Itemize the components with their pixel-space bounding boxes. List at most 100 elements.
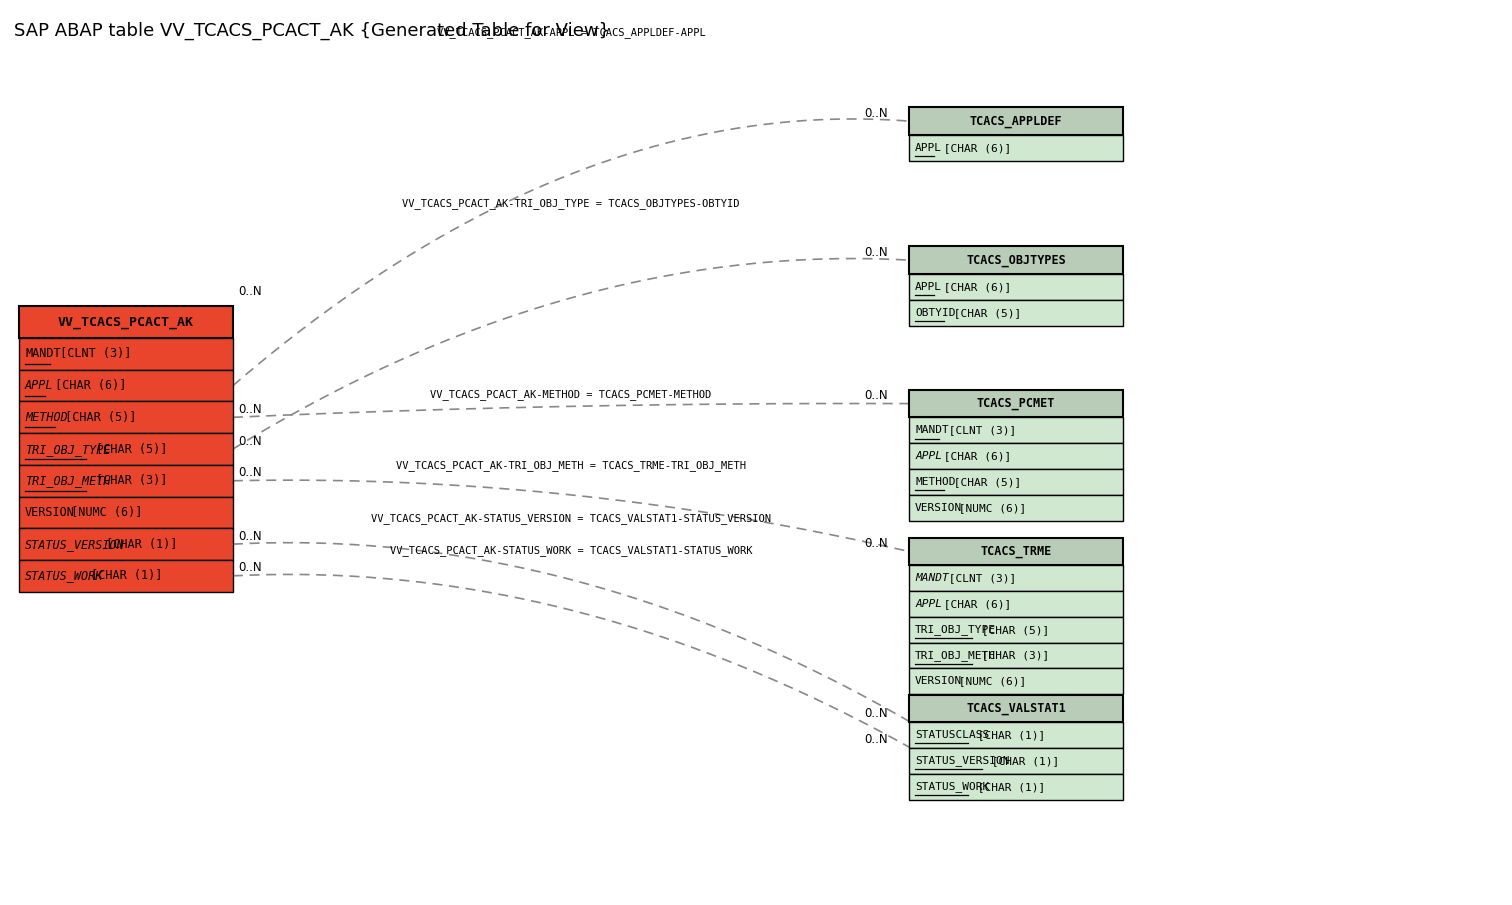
Text: [CHAR (5)]: [CHAR (5)] [59,411,138,424]
Text: 0..N: 0..N [237,403,262,416]
Bar [909,469,1123,495]
Bar [909,617,1123,643]
Text: OBTYID: OBTYID [915,308,956,318]
Text: APPL: APPL [26,379,53,392]
Bar [20,497,233,529]
Text: VV_TCACS_PCACT_AK-STATUS_VERSION = TCACS_VALSTAT1-STATUS_VERSION: VV_TCACS_PCACT_AK-STATUS_VERSION = TCACS… [370,513,771,524]
Bar [20,370,233,402]
Text: [CHAR (3)]: [CHAR (3)] [89,474,168,487]
Bar [909,591,1123,617]
Text: APPL: APPL [915,451,942,462]
Text: [NUMC (6)]: [NUMC (6)] [951,502,1025,512]
Text: METHOD: METHOD [915,477,956,487]
Text: 0..N: 0..N [865,389,888,402]
Text: APPL: APPL [915,599,942,609]
Text: TCACS_VALSTAT1: TCACS_VALSTAT1 [966,702,1066,715]
Text: [CHAR (6)]: [CHAR (6)] [48,379,127,392]
Text: VV_TCACS_PCACT_AK: VV_TCACS_PCACT_AK [57,316,194,329]
Bar [909,246,1123,274]
Text: [CHAR (1)]: [CHAR (1)] [83,569,162,582]
Text: APPL: APPL [915,143,942,153]
Text: 0..N: 0..N [865,733,888,746]
Bar [909,443,1123,469]
Text: [CHAR (5)]: [CHAR (5)] [947,477,1021,487]
Text: 0..N: 0..N [865,246,888,259]
Bar [909,495,1123,520]
Bar [20,465,233,497]
Text: [CHAR (3)]: [CHAR (3)] [975,651,1049,661]
Text: VV_TCACS_PCACT_AK-METHOD = TCACS_PCMET-METHOD: VV_TCACS_PCACT_AK-METHOD = TCACS_PCMET-M… [431,389,712,400]
Text: VV_TCACS_PCACT_AK-STATUS_WORK = TCACS_VALSTAT1-STATUS_WORK: VV_TCACS_PCACT_AK-STATUS_WORK = TCACS_VA… [390,546,753,557]
Bar [909,135,1123,161]
Bar [20,307,233,338]
Text: [CHAR (5)]: [CHAR (5)] [89,443,168,455]
Text: 0..N: 0..N [865,538,888,550]
Text: [CHAR (5)]: [CHAR (5)] [947,308,1021,318]
Text: [CHAR (5)]: [CHAR (5)] [975,624,1049,634]
Text: [CHAR (6)]: [CHAR (6)] [937,451,1012,462]
Bar [909,538,1123,566]
Text: TRI_OBJ_TYPE: TRI_OBJ_TYPE [915,624,996,635]
Text: TRI_OBJ_METH: TRI_OBJ_METH [26,474,110,487]
Text: [CHAR (6)]: [CHAR (6)] [937,599,1012,609]
Text: 0..N: 0..N [865,107,888,119]
Bar [909,274,1123,300]
Text: MANDT: MANDT [915,573,950,584]
Bar [20,338,233,370]
Text: 0..N: 0..N [237,285,262,298]
Text: VERSION: VERSION [915,676,962,686]
Text: STATUS_WORK: STATUS_WORK [915,781,989,792]
Text: [CLNT (3)]: [CLNT (3)] [942,573,1016,584]
Text: [CHAR (6)]: [CHAR (6)] [937,143,1012,153]
Text: [CHAR (1)]: [CHAR (1)] [971,730,1045,740]
Text: 0..N: 0..N [237,434,262,448]
Text: APPL: APPL [915,281,942,292]
Text: METHOD: METHOD [26,411,68,424]
Bar [909,695,1123,722]
Text: STATUSCLASS: STATUSCLASS [915,730,989,740]
Text: [NUMC (6)]: [NUMC (6)] [951,676,1025,686]
Text: STATUS_VERSION: STATUS_VERSION [915,756,1010,767]
Text: TCACS_APPLDEF: TCACS_APPLDEF [969,115,1063,128]
Text: 0..N: 0..N [237,561,262,575]
Text: [CHAR (1)]: [CHAR (1)] [971,782,1045,792]
Bar [20,560,233,592]
Bar [20,433,233,465]
Bar [909,417,1123,443]
Text: VERSION: VERSION [26,506,76,519]
Bar [909,390,1123,417]
Text: TRI_OBJ_TYPE: TRI_OBJ_TYPE [26,443,110,455]
Text: VV_TCACS_PCACT_AK-APPL = TCACS_APPLDEF-APPL: VV_TCACS_PCACT_AK-APPL = TCACS_APPLDEF-A… [437,27,706,38]
Text: [CLNT (3)]: [CLNT (3)] [53,348,132,360]
Text: TCACS_TRME: TCACS_TRME [980,545,1052,558]
Bar [20,529,233,560]
Bar [909,300,1123,326]
Text: [CHAR (1)]: [CHAR (1)] [984,756,1060,766]
Bar [909,108,1123,135]
Text: TRI_OBJ_METH: TRI_OBJ_METH [915,650,996,661]
Text: SAP ABAP table VV_TCACS_PCACT_AK {Generated Table for View}: SAP ABAP table VV_TCACS_PCACT_AK {Genera… [14,22,611,40]
Bar [909,748,1123,774]
Text: [NUMC (6)]: [NUMC (6)] [64,506,142,519]
Bar [909,643,1123,669]
Text: VERSION: VERSION [915,502,962,512]
Bar [909,722,1123,748]
Text: [CHAR (1)]: [CHAR (1)] [100,538,177,550]
Text: TCACS_OBJTYPES: TCACS_OBJTYPES [966,253,1066,267]
Text: MANDT: MANDT [26,348,60,360]
Text: VV_TCACS_PCACT_AK-TRI_OBJ_TYPE = TCACS_OBJTYPES-OBTYID: VV_TCACS_PCACT_AK-TRI_OBJ_TYPE = TCACS_O… [402,198,739,209]
Text: [CHAR (6)]: [CHAR (6)] [937,281,1012,292]
Text: 0..N: 0..N [237,466,262,480]
Text: MANDT: MANDT [915,425,950,435]
Text: 0..N: 0..N [237,529,262,543]
Bar [909,774,1123,800]
Bar [909,669,1123,694]
Text: STATUS_WORK: STATUS_WORK [26,569,103,582]
Text: TCACS_PCMET: TCACS_PCMET [977,397,1055,410]
Text: [CLNT (3)]: [CLNT (3)] [942,425,1016,435]
Bar [909,566,1123,591]
Text: STATUS_VERSION: STATUS_VERSION [26,538,125,550]
Bar [20,402,233,433]
Text: VV_TCACS_PCACT_AK-TRI_OBJ_METH = TCACS_TRME-TRI_OBJ_METH: VV_TCACS_PCACT_AK-TRI_OBJ_METH = TCACS_T… [396,461,745,472]
Text: 0..N: 0..N [865,707,888,719]
